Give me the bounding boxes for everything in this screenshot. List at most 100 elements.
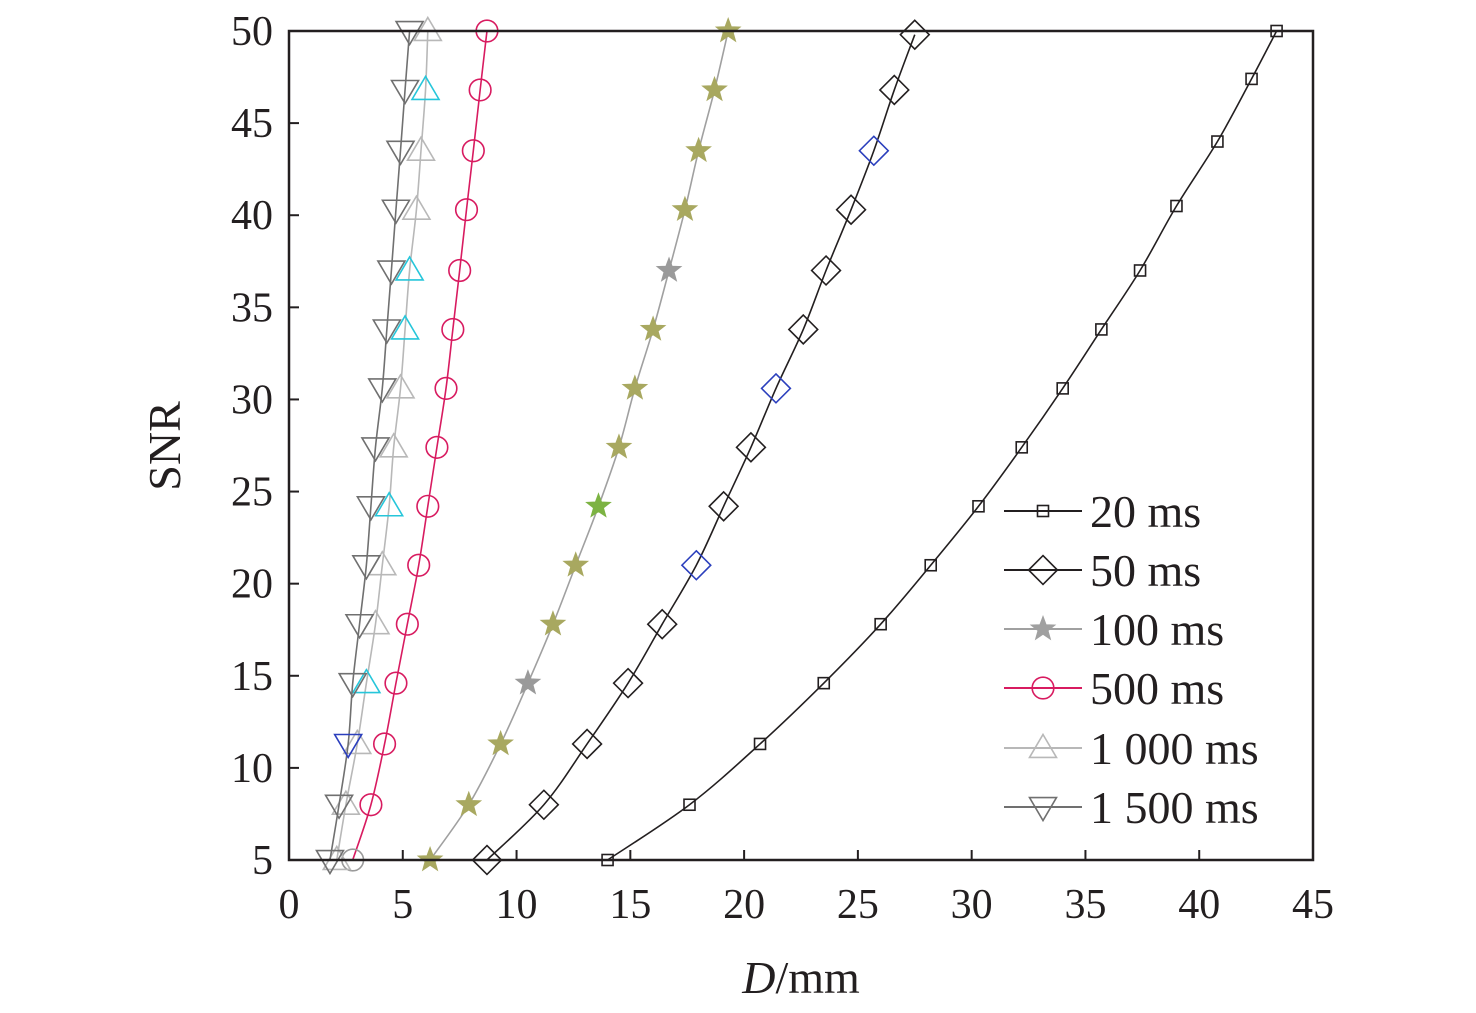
data-point: [1211, 135, 1224, 148]
series-line: [336, 30, 429, 861]
y-tick-label: 15: [231, 654, 273, 700]
data-point: [487, 729, 514, 756]
legend-marker: [1028, 796, 1058, 823]
legend-label: 20 ms: [1090, 486, 1201, 537]
data-point: [1095, 323, 1108, 336]
series-layer: [315, 15, 1283, 876]
legend-marker: [1028, 732, 1058, 759]
series-4: [341, 19, 499, 872]
y-tick-label: 20: [231, 562, 273, 608]
data-point: [407, 553, 431, 577]
data-point: [461, 139, 485, 163]
data-point: [685, 136, 712, 163]
data-point: [394, 255, 425, 281]
y-tick-label: 35: [231, 285, 273, 331]
series-5: [321, 15, 443, 871]
data-point: [528, 789, 560, 821]
series-6: [315, 20, 425, 876]
data-point: [425, 435, 449, 459]
legend-marker: [1027, 554, 1059, 586]
x-tick-label: 0: [279, 882, 300, 928]
data-point: [585, 492, 612, 518]
data-point: [412, 15, 443, 42]
data-point: [562, 551, 590, 577]
data-point: [835, 194, 867, 226]
data-point: [514, 669, 542, 695]
data-point: [621, 374, 649, 400]
legend-label: 1 500 ms: [1090, 782, 1259, 833]
data-point: [468, 78, 492, 102]
series-2: [471, 19, 931, 876]
data-point: [1245, 72, 1258, 86]
data-point: [605, 433, 633, 459]
series-1: [601, 24, 1283, 867]
data-point: [571, 728, 603, 760]
data-point: [395, 612, 419, 636]
y-tick-label: 5: [252, 838, 273, 884]
data-point: [735, 431, 767, 463]
x-tick-label: 5: [392, 882, 413, 928]
x-tick-label: 20: [723, 882, 765, 928]
legend-label: 1 000 ms: [1090, 723, 1259, 774]
data-point: [1170, 199, 1183, 213]
data-point: [344, 613, 375, 640]
data-point: [384, 671, 408, 695]
legend-item: 100 ms: [1004, 604, 1224, 655]
data-point: [810, 254, 842, 287]
y-axis-label: SNR: [139, 401, 190, 491]
data-point: [454, 198, 479, 222]
data-point: [376, 260, 407, 286]
data-point: [360, 437, 391, 463]
data-point: [390, 79, 420, 106]
data-point: [612, 667, 644, 699]
y-tick-label: 30: [231, 377, 273, 423]
data-point: [680, 549, 712, 581]
legend-marker: [1036, 504, 1050, 518]
data-point: [817, 676, 831, 690]
data-point: [972, 499, 985, 513]
legend-item: 1 000 ms: [1004, 723, 1259, 774]
data-point: [410, 74, 441, 101]
data-point: [351, 668, 382, 694]
y-tick-label: 10: [231, 746, 273, 792]
x-tick-label: 15: [609, 882, 651, 928]
data-point: [539, 610, 567, 636]
data-point: [385, 140, 416, 166]
data-point: [639, 315, 667, 341]
x-tick-label: 25: [837, 882, 879, 928]
data-point: [434, 376, 458, 400]
legend-label: 50 ms: [1090, 545, 1201, 596]
data-point: [441, 317, 465, 342]
y-tick-label: 45: [231, 101, 273, 147]
data-point: [858, 135, 890, 167]
data-point: [342, 728, 373, 755]
data-point: [401, 194, 432, 220]
x-tick-label: 30: [951, 882, 993, 928]
series-line: [607, 30, 1278, 861]
series-line: [486, 34, 916, 861]
data-point: [372, 732, 397, 756]
data-point: [646, 608, 678, 640]
legend-item: 1 500 ms: [1004, 782, 1259, 833]
data-point: [1133, 264, 1147, 277]
y-tick-label: 40: [231, 193, 273, 239]
data-point: [924, 558, 938, 572]
x-tick-label: 40: [1178, 882, 1220, 928]
data-point: [381, 199, 411, 225]
data-point: [315, 849, 345, 876]
x-axis-label-variable: D: [741, 952, 775, 1003]
data-point: [753, 737, 767, 751]
data-point: [1056, 382, 1069, 395]
plot-frame: [287, 29, 1315, 862]
series-line: [351, 30, 488, 861]
data-point: [671, 195, 699, 222]
x-tick-label: 10: [496, 882, 538, 928]
data-point: [324, 794, 354, 820]
legend-label: 500 ms: [1090, 663, 1224, 714]
data-point: [406, 135, 436, 161]
data-point: [683, 798, 696, 812]
y-tick-label: 25: [231, 470, 273, 516]
data-point: [455, 790, 483, 817]
